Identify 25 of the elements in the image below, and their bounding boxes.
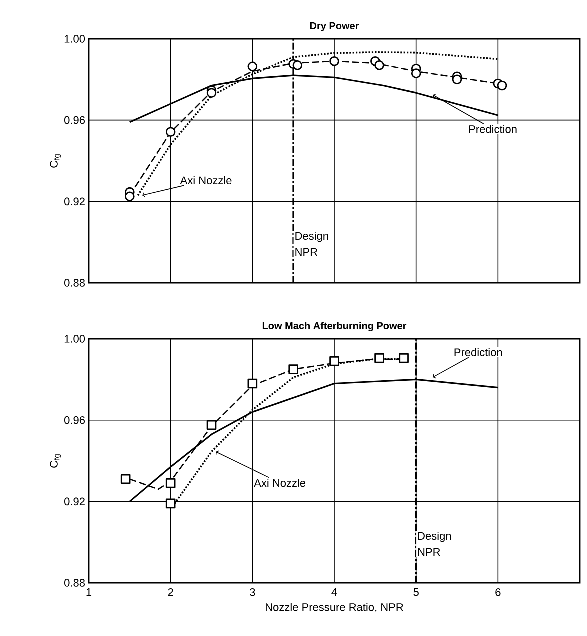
y-tick-label: 0.96 bbox=[64, 116, 86, 124]
ref-line-label: Design NPR bbox=[296, 232, 328, 256]
y-tick-label: 0.92 bbox=[64, 498, 85, 506]
annotation: Axi Nozzle bbox=[180, 176, 232, 184]
x-tick-label: 2 bbox=[168, 588, 174, 596]
annotation: Axi Nozzle bbox=[254, 479, 306, 488]
y-tick-label: 0.88 bbox=[64, 579, 86, 587]
x-tick-label: 4 bbox=[332, 588, 338, 596]
x-axis-title: Nozzle Pressure Ratio, NPR bbox=[266, 603, 404, 613]
y-tick-label: 0.88 bbox=[64, 279, 86, 287]
x-tick-label: 1 bbox=[86, 588, 92, 596]
y-tick-label: 1.00 bbox=[64, 335, 86, 343]
y-tick-label: 0.96 bbox=[64, 416, 86, 424]
chart-title: Dry Power bbox=[310, 22, 360, 32]
y-tick-label: 1.00 bbox=[64, 35, 86, 43]
x-tick-label: 3 bbox=[250, 588, 256, 596]
y-tick-label: 0.92 bbox=[64, 198, 85, 206]
annotation: Prediction bbox=[469, 125, 517, 134]
y-axis-title: C$_{fg}$ bbox=[50, 454, 62, 468]
y-axis-title: C$_{fg}$ bbox=[50, 154, 62, 168]
ref-line-label: Design NPR bbox=[418, 532, 452, 556]
chart-title: Low Mach Afterburning Power bbox=[262, 322, 407, 332]
x-tick-label: 6 bbox=[496, 588, 501, 596]
annotation: Prediction bbox=[454, 348, 502, 356]
x-tick-label: 5 bbox=[414, 588, 419, 596]
